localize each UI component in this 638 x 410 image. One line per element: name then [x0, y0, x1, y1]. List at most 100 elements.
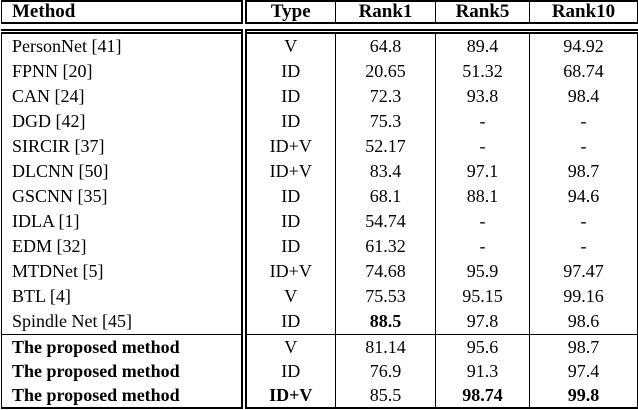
cell-rank10: 98.7	[529, 159, 638, 184]
cell-rank1: 68.1	[335, 184, 436, 209]
header-row: Method Type Rank1 Rank5 Rank10	[1, 0, 638, 24]
cell-type: ID	[243, 359, 336, 383]
table-header: Method Type Rank1 Rank5 Rank10	[1, 0, 638, 24]
cell-method: CAN [24]	[1, 84, 247, 109]
cell-type: ID	[243, 109, 336, 134]
table-row: The proposed method ID 76.9 91.3 97.4	[1, 359, 638, 383]
column-header-rank5: Rank5	[435, 0, 530, 24]
cell-rank5: 88.1	[435, 184, 530, 209]
cell-method: PersonNet [41]	[1, 31, 247, 59]
table-row: GSCNN [35] ID 68.1 88.1 94.6	[1, 184, 638, 209]
column-header-rank10: Rank10	[529, 0, 638, 24]
cell-rank1: 83.4	[335, 159, 436, 184]
cell-type: ID+V	[243, 259, 336, 284]
cell-rank5: 51.32	[435, 59, 530, 84]
table-row: The proposed method ID+V 85.5 98.74 99.8	[1, 383, 638, 409]
cell-rank1: 85.5	[335, 383, 436, 409]
cell-method: DGD [42]	[1, 109, 247, 134]
cell-rank5: -	[435, 209, 530, 234]
cell-rank10: 98.6	[529, 309, 638, 335]
cell-method: IDLA [1]	[1, 209, 247, 234]
cell-method: The proposed method	[1, 383, 247, 409]
table-row: CAN [24] ID 72.3 93.8 98.4	[1, 84, 638, 109]
cell-rank10: 68.74	[529, 59, 638, 84]
cell-type: ID	[243, 309, 336, 335]
cell-rank10: 99.8	[529, 383, 638, 409]
cell-rank1: 52.17	[335, 134, 436, 159]
table-row: PersonNet [41] V 64.8 89.4 94.92	[1, 31, 638, 59]
cell-rank1: 81.14	[335, 334, 436, 359]
table-row: Spindle Net [45] ID 88.5 97.8 98.6	[1, 309, 638, 335]
table-row: The proposed method V 81.14 95.6 98.7	[1, 334, 638, 359]
cell-type: ID	[243, 234, 336, 259]
table-row: MTDNet [5] ID+V 74.68 95.9 97.47	[1, 259, 638, 284]
header-rule-section	[1, 23, 638, 34]
cell-method: The proposed method	[1, 359, 247, 383]
cell-method: SIRCIR [37]	[1, 134, 247, 159]
cell-method: Spindle Net [45]	[1, 309, 247, 335]
cell-rank1: 54.74	[335, 209, 436, 234]
cell-rank5: 95.6	[435, 334, 530, 359]
cell-type: ID	[243, 59, 336, 84]
cell-method: FPNN [20]	[1, 59, 247, 84]
table-row: FPNN [20] ID 20.65 51.32 68.74	[1, 59, 638, 84]
column-header-type: Type	[243, 0, 336, 24]
cell-type: ID+V	[243, 383, 336, 409]
cell-rank5: 91.3	[435, 359, 530, 383]
column-header-method: Method	[1, 0, 247, 24]
cell-method: EDM [32]	[1, 234, 247, 259]
cell-method: BTL [4]	[1, 284, 247, 309]
cell-rank10: 97.47	[529, 259, 638, 284]
cell-rank5: 95.15	[435, 284, 530, 309]
cell-rank1: 72.3	[335, 84, 436, 109]
cell-rank5: 97.1	[435, 159, 530, 184]
table-row: DLCNN [50] ID+V 83.4 97.1 98.7	[1, 159, 638, 184]
cell-method: The proposed method	[1, 334, 247, 359]
table-row: DGD [42] ID 75.3- -	[1, 109, 638, 134]
cell-rank1: 88.5	[335, 309, 436, 335]
cell-rank5: -	[435, 134, 530, 159]
header-double-rule	[1, 23, 638, 34]
cell-type: V	[243, 284, 336, 309]
cell-rank10: 94.6	[529, 184, 638, 209]
cell-type: ID+V	[243, 134, 336, 159]
cell-rank1: 76.9	[335, 359, 436, 383]
cell-rank5: 93.8	[435, 84, 530, 109]
table-row: EDM [32] ID 61.32- -	[1, 234, 638, 259]
cell-method: MTDNet [5]	[1, 259, 247, 284]
cell-rank1: 75.53	[335, 284, 436, 309]
cell-rank10: 98.7	[529, 334, 638, 359]
cell-rank10: -	[529, 134, 638, 159]
cell-rank1: 20.65	[335, 59, 436, 84]
table-body: PersonNet [41] V 64.8 89.4 94.92 FPNN [20] ID 2…	[1, 31, 638, 409]
cell-rank5: 98.74	[435, 383, 530, 409]
cell-rank5: 89.4	[435, 31, 530, 59]
cell-type: ID	[243, 84, 336, 109]
cell-rank5: -	[435, 109, 530, 134]
cell-rank1: 61.32	[335, 234, 436, 259]
cell-type: V	[243, 334, 336, 359]
cell-type: ID	[243, 184, 336, 209]
cell-method: GSCNN [35]	[1, 184, 247, 209]
cell-rank1: 74.68	[335, 259, 436, 284]
column-header-rank1: Rank1	[335, 0, 436, 24]
cell-type: ID+V	[243, 159, 336, 184]
cell-rank10: -	[529, 109, 638, 134]
cell-rank5: 95.9	[435, 259, 530, 284]
cell-rank5: -	[435, 234, 530, 259]
cell-rank1: 75.3	[335, 109, 436, 134]
cell-rank10: -	[529, 234, 638, 259]
cell-method: DLCNN [50]	[1, 159, 247, 184]
header-double-rule-row	[1, 23, 638, 34]
cell-rank10: -	[529, 209, 638, 234]
cell-type: V	[243, 31, 336, 59]
cell-rank5: 97.8	[435, 309, 530, 335]
table-row: SIRCIR [37] ID+V 52.17- -	[1, 134, 638, 159]
cell-rank10: 98.4	[529, 84, 638, 109]
table-row: BTL [4] V 75.53 95.15 99.16	[1, 284, 638, 309]
cell-rank10: 97.4	[529, 359, 638, 383]
cell-rank1: 64.8	[335, 31, 436, 59]
cell-type: ID	[243, 209, 336, 234]
cell-rank10: 94.92	[529, 31, 638, 59]
